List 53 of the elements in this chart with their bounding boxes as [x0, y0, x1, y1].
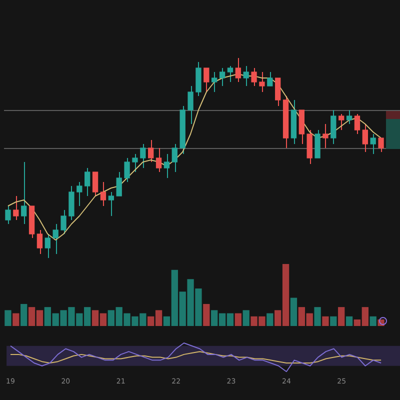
bar [330, 316, 337, 326]
candlestick [219, 68, 226, 86]
candlestick [275, 78, 281, 106]
bar [346, 316, 353, 326]
candlestick [251, 68, 257, 86]
bar [12, 313, 20, 326]
candlestick [52, 224, 58, 254]
candlestick [362, 124, 368, 152]
bar [338, 307, 345, 326]
candlestick [36, 230, 43, 254]
candlestick [204, 68, 210, 92]
candlestick [84, 168, 90, 196]
bar [266, 313, 274, 326]
candlestick [259, 72, 265, 92]
candlestick [124, 158, 130, 182]
bar [322, 316, 329, 326]
candlestick [267, 72, 273, 86]
candlestick [108, 192, 114, 216]
candlestick [346, 110, 352, 124]
candlestick [322, 124, 328, 148]
candlestick [44, 234, 50, 258]
candlestick [370, 134, 376, 154]
candlestick [132, 154, 138, 172]
bar [4, 310, 12, 326]
candlestick [100, 182, 106, 206]
candlestick [156, 148, 162, 172]
candlestick [172, 144, 178, 172]
candlestick [243, 66, 249, 86]
candlestick [330, 110, 336, 144]
candlestick [378, 138, 384, 152]
bar [290, 298, 298, 326]
candlestick [212, 72, 218, 92]
candlestick [227, 66, 234, 82]
bar [234, 313, 242, 326]
candlestick [13, 196, 19, 220]
bar [203, 304, 210, 326]
bar [20, 304, 28, 326]
candlestick [21, 162, 27, 224]
candlestick [140, 144, 146, 168]
bar [370, 316, 376, 326]
candlestick [76, 182, 82, 206]
candlestick [116, 172, 122, 196]
candlestick [148, 140, 154, 162]
bar [314, 307, 321, 326]
candlestick [235, 58, 241, 82]
candlestick [92, 172, 98, 196]
candlestick [338, 114, 344, 130]
candlestick [5, 206, 11, 224]
candlestick [354, 114, 360, 134]
candlestick [60, 210, 66, 234]
bar [242, 310, 250, 326]
candlestick [164, 154, 170, 178]
candlestick [188, 86, 194, 124]
